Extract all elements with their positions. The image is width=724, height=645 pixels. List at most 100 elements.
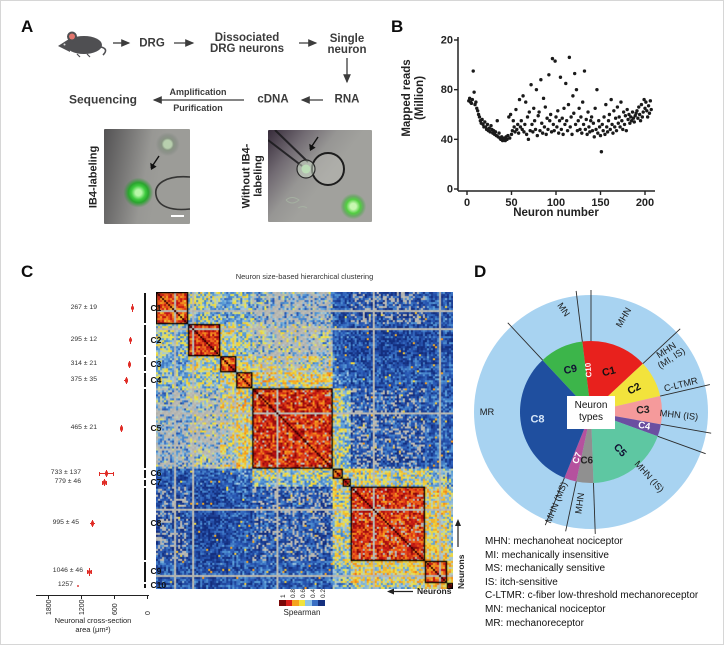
scatter-point bbox=[526, 137, 531, 142]
neurons-label-bottom: Neurons bbox=[417, 586, 452, 596]
scatter-point bbox=[522, 130, 526, 134]
scatter-point bbox=[495, 119, 499, 123]
area-axis-tick-label: 0 bbox=[144, 611, 152, 615]
scatter-point bbox=[640, 115, 645, 119]
center-box bbox=[567, 396, 615, 429]
scatter-point bbox=[612, 109, 616, 113]
flow-step-rna: RNA bbox=[334, 93, 360, 106]
colorbar-segment bbox=[279, 600, 286, 606]
scatter-point bbox=[600, 122, 604, 127]
scatter-point bbox=[622, 122, 627, 127]
legend-entry: C-LTMR: c-fiber low-threshold mechanorec… bbox=[485, 590, 699, 602]
neurons-label-right: Neurons bbox=[456, 554, 466, 589]
flow-step-dissociated: Dissociated DRG neurons bbox=[209, 32, 285, 55]
scatter-point bbox=[648, 99, 653, 103]
scatter-point bbox=[540, 121, 544, 125]
scatter-point bbox=[500, 135, 504, 139]
scatter-point bbox=[493, 130, 498, 134]
scatter-point bbox=[497, 131, 501, 135]
cluster-span-bar bbox=[144, 479, 146, 486]
colorbar-segment bbox=[292, 600, 299, 606]
x-tick-label: 150 bbox=[591, 197, 609, 209]
scatter-point bbox=[608, 127, 612, 132]
legend-entry: MHN: mechanoheat nociceptor bbox=[485, 536, 623, 547]
slice-label-c7: C7 bbox=[570, 451, 583, 465]
scatter-point bbox=[584, 117, 588, 122]
scatter-point bbox=[483, 120, 487, 124]
scatter-point bbox=[645, 109, 649, 113]
error-bar-cap bbox=[113, 471, 115, 476]
pie-slice-c9 bbox=[542, 341, 591, 412]
scatter-point bbox=[485, 122, 490, 127]
y-tick-label: 80 bbox=[441, 84, 453, 96]
pie-slice-c10 bbox=[582, 341, 591, 412]
scatter-point bbox=[637, 112, 642, 117]
y-tick-label: 120 bbox=[441, 35, 453, 47]
error-bar-cap bbox=[101, 480, 103, 485]
mapped-reads-scatter-plot: 0 40 80 120 0 50 100 150 200 bbox=[441, 35, 655, 209]
scatter-point bbox=[603, 132, 607, 137]
scatter-point bbox=[561, 132, 565, 137]
scatter-point bbox=[569, 115, 573, 119]
scatter-point bbox=[545, 116, 549, 120]
colorbar-segment bbox=[298, 600, 305, 606]
error-bar-cap bbox=[105, 480, 107, 485]
micrograph-without-ib4-label: Without IB4-labeling bbox=[240, 143, 265, 209]
panel-b-letter: B bbox=[391, 17, 404, 36]
scatter-point bbox=[510, 128, 515, 133]
cluster-label: C2 bbox=[150, 334, 162, 345]
mean-area-dot bbox=[102, 480, 106, 485]
scatter-point bbox=[607, 112, 612, 117]
scatter-point bbox=[586, 110, 590, 114]
scatter-point bbox=[547, 73, 551, 77]
scatter-point bbox=[597, 119, 601, 123]
scatter-point bbox=[559, 127, 564, 132]
scatter-point bbox=[614, 128, 619, 133]
error-bar-cap bbox=[91, 569, 92, 574]
scatter-point bbox=[641, 110, 645, 114]
micrograph-ib4-image bbox=[104, 129, 190, 224]
scatter-point bbox=[616, 121, 620, 125]
scatter-point bbox=[576, 119, 580, 123]
scatter-point bbox=[524, 132, 529, 137]
outer-label-c8: MR bbox=[480, 407, 495, 417]
scatter-point bbox=[629, 115, 633, 119]
y-tick-label: 40 bbox=[441, 134, 453, 146]
cluster-area-stat: 1257 bbox=[57, 581, 73, 589]
scatter-point bbox=[594, 127, 598, 132]
y-label-line2: (Million) bbox=[414, 75, 426, 121]
area-axis-title-line1: Neuronal cross-section bbox=[54, 616, 132, 625]
colorbar-segment bbox=[305, 600, 312, 606]
scatter-point bbox=[532, 106, 536, 110]
cluster-label: C4 bbox=[150, 374, 162, 385]
scatter-point bbox=[610, 122, 614, 127]
area-axis-tick bbox=[81, 595, 82, 599]
scatter-point bbox=[627, 112, 631, 117]
sector-divider-line bbox=[593, 482, 596, 534]
scatter-point bbox=[475, 109, 480, 113]
legend-entry: MS: mechanically sensitive bbox=[485, 563, 606, 575]
scatter-point bbox=[580, 131, 584, 135]
scatter-point bbox=[637, 105, 641, 109]
cluster-label: C6 bbox=[150, 468, 162, 479]
error-bar-cap bbox=[99, 471, 101, 476]
scatter-point bbox=[593, 106, 597, 110]
scatter-point bbox=[506, 133, 510, 138]
scatter-point bbox=[508, 112, 513, 117]
scatter-point bbox=[541, 96, 546, 101]
scatter-point bbox=[567, 55, 572, 60]
cluster-label: C7 bbox=[150, 477, 162, 488]
scatter-point bbox=[605, 130, 610, 134]
scatter-point bbox=[647, 111, 652, 115]
cluster-label: C9 bbox=[150, 566, 162, 577]
flow-purification-label: Purification bbox=[173, 103, 223, 113]
mean-area-dot bbox=[87, 569, 92, 575]
scatter-point bbox=[629, 119, 634, 123]
scatter-point bbox=[516, 131, 521, 135]
scatter-point bbox=[507, 115, 511, 119]
scatter-point bbox=[573, 122, 578, 127]
flow-step-drg: DRG bbox=[139, 37, 165, 50]
colorbar-tick-label: 0.6 bbox=[299, 588, 307, 598]
scatter-point bbox=[599, 150, 604, 154]
